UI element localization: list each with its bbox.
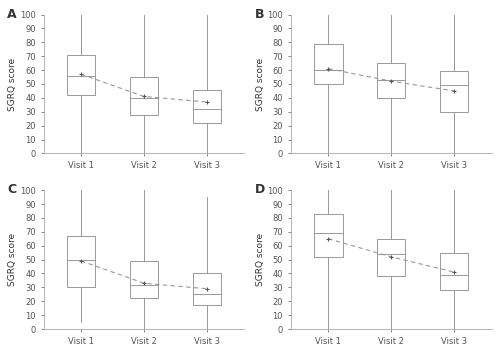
Bar — [130, 261, 158, 298]
Bar — [314, 214, 342, 257]
Bar — [192, 90, 221, 123]
Bar — [377, 239, 406, 276]
Bar — [377, 63, 406, 98]
Text: D: D — [254, 183, 265, 196]
Bar — [440, 72, 468, 112]
Bar — [192, 274, 221, 306]
Text: B: B — [254, 7, 264, 21]
Y-axis label: SGRQ score: SGRQ score — [8, 233, 18, 286]
Text: A: A — [8, 7, 17, 21]
Bar — [314, 44, 342, 84]
Bar — [67, 236, 96, 287]
Bar — [130, 77, 158, 115]
Bar — [67, 55, 96, 95]
Y-axis label: SGRQ score: SGRQ score — [8, 57, 18, 110]
Y-axis label: SGRQ score: SGRQ score — [256, 57, 264, 110]
Y-axis label: SGRQ score: SGRQ score — [256, 233, 264, 286]
Bar — [440, 253, 468, 290]
Text: C: C — [8, 183, 16, 196]
